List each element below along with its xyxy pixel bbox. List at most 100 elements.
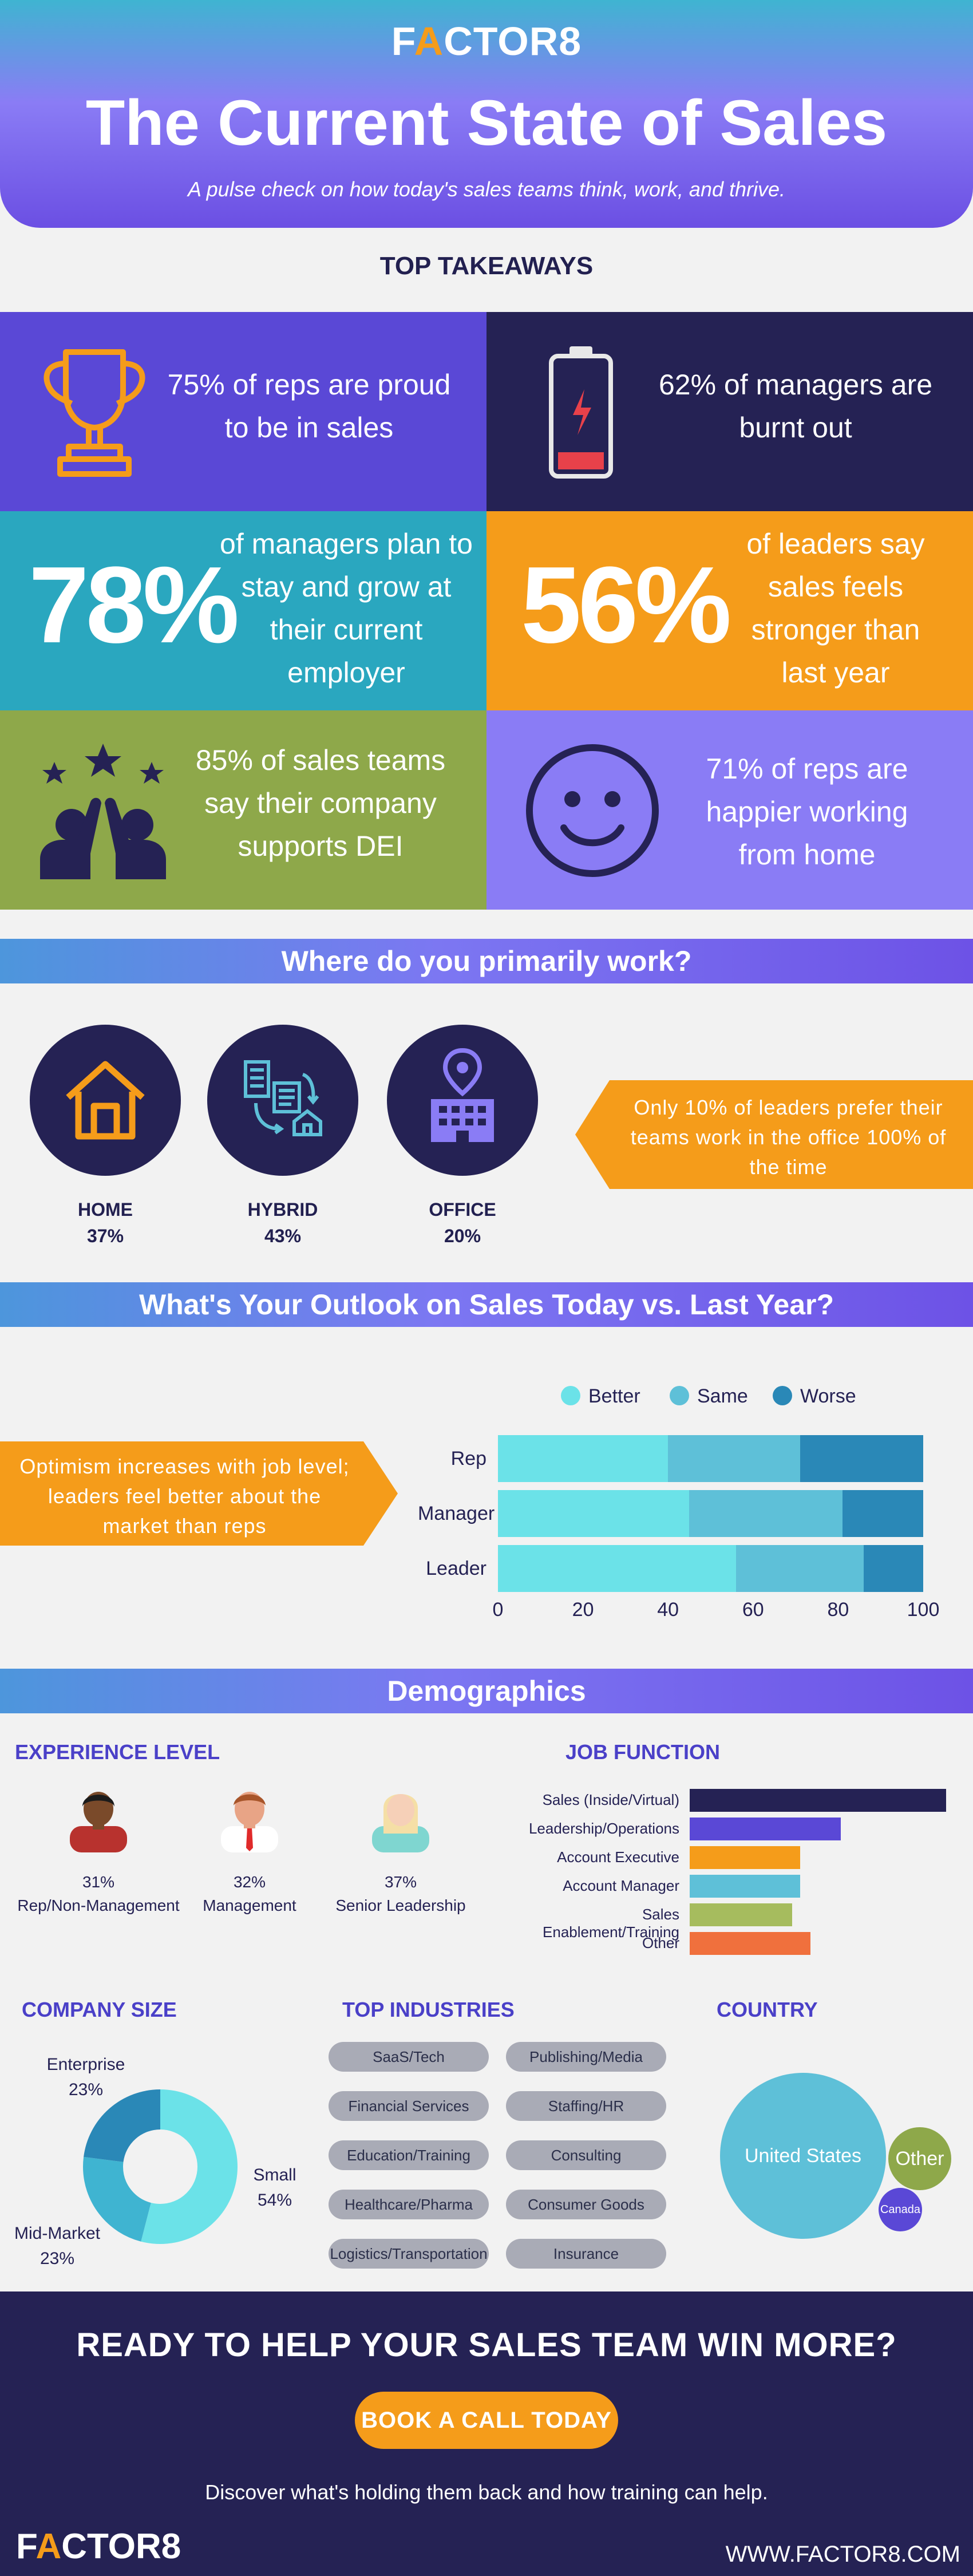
mid-market-label: Mid-Market 23% — [14, 2224, 100, 2268]
experience-stat: 31% Rep/Non-Management — [17, 1873, 180, 1914]
job-function-bar — [690, 1903, 793, 1926]
battery-low-icon — [549, 346, 613, 479]
footer: READY TO HELP YOUR SALES TEAM WIN MORE? … — [0, 2291, 973, 2576]
takeaway-tile-burnout: 62% of managers are burnt out — [486, 312, 973, 511]
legend-dot — [773, 1386, 792, 1406]
footer-logo[interactable]: FACTOR8 — [16, 2527, 181, 2566]
takeaway-text: 85% of sales teams say their company sup… — [195, 744, 446, 862]
donut-slice-enterprise — [83, 2089, 238, 2244]
takeaway-big-number: 56% — [521, 544, 731, 666]
job-function-bar — [690, 1932, 810, 1955]
country-heading: COUNTRY — [717, 1998, 818, 2021]
donut-slice-mid-market — [83, 2089, 238, 2244]
trophy-icon — [43, 349, 145, 477]
experience-heading: EXPERIENCE LEVEL — [15, 1740, 220, 1764]
chart-tick-label: 0 — [492, 1599, 504, 1621]
rep-person-icon — [70, 1792, 127, 1852]
cta-heading: READY TO HELP YOUR SALES TEAM WIN MORE? — [76, 2326, 897, 2364]
hybrid-stat: HYBRID 43% — [247, 1199, 318, 1247]
job-function-bar — [690, 1875, 800, 1898]
high-five-icon — [40, 744, 166, 879]
cta-subtext: Discover what's holding them back and ho… — [205, 2480, 768, 2504]
takeaway-tile-remote: 71% of reps are happier working from hom… — [486, 710, 973, 910]
page-subtitle: A pulse check on how today's sales teams… — [187, 177, 786, 201]
office-circle — [387, 1025, 538, 1176]
manager-person-icon — [221, 1792, 278, 1852]
job-function-label: Sales Enablement/Training — [543, 1906, 679, 1941]
company-size-donut — [83, 2089, 238, 2244]
takeaway-tile-proud: 75% of reps are proud to be in sales — [0, 312, 486, 511]
hybrid-circle — [207, 1025, 358, 1176]
chart-bar-better — [498, 1545, 737, 1592]
office-building-icon — [431, 1048, 494, 1142]
industry-pill: Staffing/HR — [506, 2091, 666, 2121]
chart-category-label: Rep — [450, 1448, 486, 1469]
enterprise-label: Enterprise 23% — [46, 2055, 125, 2099]
industry-pill: Logistics/Transportation — [329, 2239, 489, 2269]
experience-stat: 37% Senior Leadership — [335, 1873, 466, 1914]
industry-pill: Financial Services — [329, 2091, 489, 2121]
job-function-bar — [690, 1789, 946, 1812]
chart-bar-better — [498, 1490, 690, 1537]
chart-tick-label: 20 — [572, 1599, 594, 1621]
chart-tick-label: 60 — [742, 1599, 764, 1621]
job-function-label: Account Manager — [563, 1877, 679, 1894]
takeaway-tile-outlook: 56% of leaders say sales feels stronger … — [486, 511, 973, 710]
chart-bar-worse — [800, 1435, 923, 1482]
legend-same: Same — [670, 1385, 748, 1408]
page-title: The Current State of Sales — [85, 87, 888, 159]
industry-pill: Publishing/Media — [506, 2042, 666, 2072]
legend-better: Better — [561, 1385, 640, 1408]
header-banner: FACTOR8 The Current State of Sales A pul… — [0, 0, 973, 228]
industry-pill: Healthcare/Pharma — [329, 2190, 489, 2219]
job-function-bar — [690, 1818, 841, 1840]
chart-bar-same — [668, 1435, 800, 1482]
chart-category-label: Manager — [418, 1503, 495, 1524]
takeaway-tile-dei: 85% of sales teams say their company sup… — [0, 710, 486, 910]
takeaway-tile-retention: 78% of managers plan to stay and grow at… — [0, 511, 486, 710]
job-function-heading: JOB FUNCTION — [565, 1740, 720, 1764]
legend-dot — [670, 1386, 689, 1406]
book-call-button[interactable]: BOOK A CALL TODAY — [355, 2392, 618, 2449]
chart-tick-label: 80 — [827, 1599, 849, 1621]
website-link[interactable]: WWW.FACTOR8.COM — [725, 2542, 960, 2567]
takeaway-big-number: 78% — [29, 544, 239, 666]
job-function-label: Sales (Inside/Virtual) — [542, 1791, 679, 1808]
small-label: Small 54% — [253, 2166, 296, 2210]
home-stat: HOME 37% — [78, 1199, 133, 1247]
legend-dot — [561, 1386, 580, 1406]
takeaway-text: 71% of reps are happier working from hom… — [706, 753, 908, 871]
outlook-banner: What's Your Outlook on Sales Today vs. L… — [0, 1282, 973, 1327]
chart-bar-worse — [842, 1490, 923, 1537]
experience-stat: 32% Management — [203, 1873, 296, 1914]
company-size-heading: COMPANY SIZE — [22, 1998, 177, 2021]
demographics-banner: Demographics — [0, 1669, 973, 1713]
job-function-label: Leadership/Operations — [528, 1820, 679, 1837]
office-preference-callout: Only 10% of leaders prefer their teams w… — [575, 1080, 973, 1189]
industry-pill: SaaS/Tech — [329, 2042, 489, 2072]
smiley-icon — [526, 744, 659, 877]
chart-tick-label: 40 — [657, 1599, 679, 1621]
chart-bar-worse — [863, 1545, 923, 1592]
chart-tick-label: 100 — [907, 1599, 940, 1621]
takeaway-text: 75% of reps are proud to be in sales — [167, 369, 451, 444]
leader-person-icon — [372, 1794, 429, 1852]
industry-pill: Consumer Goods — [506, 2190, 666, 2219]
country-us-bubble: United States — [720, 2073, 886, 2239]
office-stat: OFFICE 20% — [429, 1199, 496, 1247]
industry-pill: Consulting — [506, 2140, 666, 2170]
takeaway-text: of managers plan to stay and grow at the… — [220, 528, 473, 689]
work-location-banner: Where do you primarily work? — [0, 939, 973, 983]
takeaways-heading: TOP TAKEAWAYS — [379, 252, 594, 280]
home-circle — [30, 1025, 181, 1176]
takeaway-text: 62% of managers are burnt out — [658, 369, 933, 444]
house-icon — [66, 1061, 145, 1140]
chart-bar-same — [689, 1490, 843, 1537]
chart-category-label: Leader — [426, 1558, 486, 1579]
takeaway-text: of leaders say sales feels stronger than… — [746, 528, 925, 689]
factor8-logo[interactable]: FACTOR8 — [391, 19, 582, 64]
country-canada-bubble: Canada — [879, 2188, 922, 2231]
industry-pill: Insurance — [506, 2239, 666, 2269]
legend-worse: Worse — [773, 1385, 856, 1408]
industry-pill: Education/Training — [329, 2140, 489, 2170]
